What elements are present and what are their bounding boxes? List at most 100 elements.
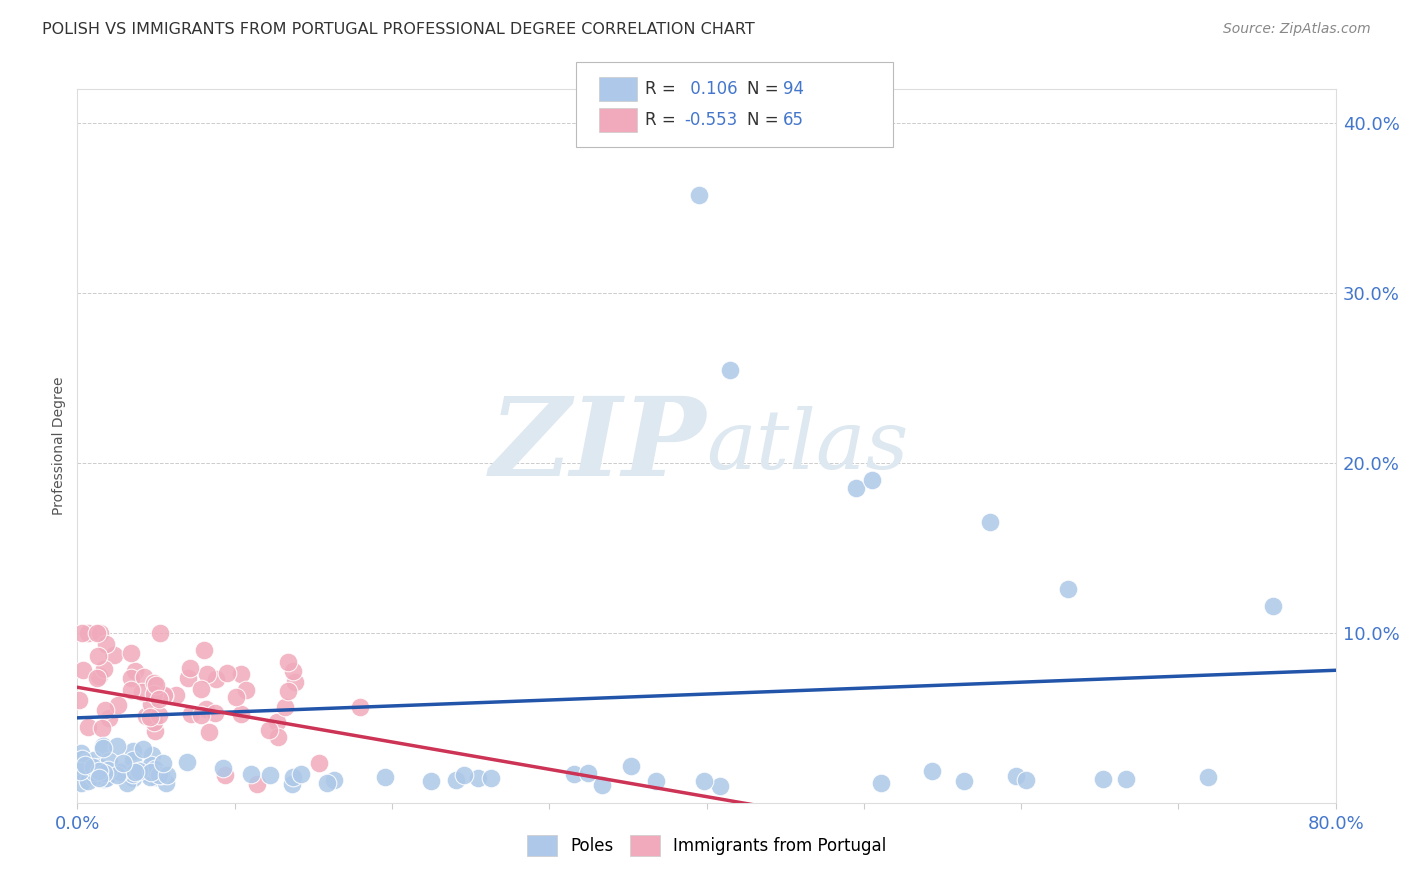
Text: R =: R = xyxy=(645,80,676,98)
Point xyxy=(453,768,475,782)
Point xyxy=(179,660,201,674)
Point xyxy=(86,671,108,685)
Text: N =: N = xyxy=(747,112,778,129)
Point xyxy=(591,778,613,792)
Point xyxy=(77,774,100,789)
Point xyxy=(205,673,228,687)
Point xyxy=(870,776,893,790)
Point xyxy=(93,765,115,780)
Point xyxy=(141,748,163,763)
Point xyxy=(90,721,112,735)
Point xyxy=(153,689,176,703)
Point xyxy=(281,770,304,784)
Point xyxy=(860,473,883,487)
Point xyxy=(952,774,974,789)
Point xyxy=(67,693,90,707)
Point xyxy=(444,773,467,788)
Point xyxy=(120,646,142,660)
Point xyxy=(225,690,247,705)
Point xyxy=(229,666,252,681)
Point xyxy=(194,702,217,716)
Point xyxy=(845,482,868,496)
Point xyxy=(83,754,105,768)
Point xyxy=(576,766,599,780)
Point xyxy=(91,740,114,755)
Point xyxy=(257,723,280,738)
Point xyxy=(105,739,128,754)
Point xyxy=(149,626,172,640)
Point xyxy=(284,674,307,689)
Point xyxy=(231,706,253,721)
Point xyxy=(315,776,337,790)
Point xyxy=(131,684,153,698)
Point xyxy=(150,768,173,782)
Point xyxy=(108,764,131,778)
Point xyxy=(139,697,162,711)
Point xyxy=(84,767,107,781)
Text: R =: R = xyxy=(645,112,676,129)
Point xyxy=(143,676,166,690)
Point xyxy=(266,715,288,730)
Point xyxy=(121,753,143,767)
Point xyxy=(374,770,396,784)
Point xyxy=(69,776,91,790)
Point xyxy=(143,723,166,738)
Point xyxy=(73,758,96,772)
Point xyxy=(235,683,257,698)
Point xyxy=(145,678,167,692)
Point xyxy=(69,746,91,760)
Point xyxy=(214,768,236,782)
Point xyxy=(1115,772,1137,786)
Point xyxy=(83,770,105,784)
Point xyxy=(76,626,98,640)
Point xyxy=(143,715,166,730)
Text: POLISH VS IMMIGRANTS FROM PORTUGAL PROFESSIONAL DEGREE CORRELATION CHART: POLISH VS IMMIGRANTS FROM PORTUGAL PROFE… xyxy=(42,22,755,37)
Point xyxy=(94,703,117,717)
Point xyxy=(177,671,200,685)
Point xyxy=(107,698,129,713)
Point xyxy=(688,187,710,202)
Text: N =: N = xyxy=(747,80,778,98)
Point xyxy=(82,760,104,774)
Point xyxy=(148,768,170,782)
Point xyxy=(72,626,94,640)
Point xyxy=(72,764,94,778)
Point xyxy=(467,771,489,785)
Point xyxy=(259,767,281,781)
Point xyxy=(212,761,235,775)
Point xyxy=(1004,769,1026,783)
Point xyxy=(124,765,146,780)
Point xyxy=(108,764,131,779)
Point xyxy=(277,655,299,669)
Point xyxy=(87,764,110,779)
Point xyxy=(180,706,202,721)
Point xyxy=(709,779,731,793)
Point xyxy=(132,742,155,756)
Point xyxy=(120,671,142,685)
Point xyxy=(112,756,135,770)
Point xyxy=(145,770,167,784)
Point xyxy=(97,710,120,724)
Point xyxy=(193,643,215,657)
Point xyxy=(111,764,134,778)
Point xyxy=(1015,772,1038,787)
Point xyxy=(1057,582,1080,596)
Point xyxy=(148,707,170,722)
Point xyxy=(1197,770,1219,784)
Point xyxy=(479,771,502,785)
Point xyxy=(93,772,115,786)
Point xyxy=(239,767,262,781)
Point xyxy=(76,755,98,769)
Text: -0.553: -0.553 xyxy=(685,112,738,129)
Point xyxy=(281,664,304,678)
Point xyxy=(141,758,163,772)
Point xyxy=(190,682,212,697)
Point xyxy=(83,770,105,784)
Point xyxy=(91,739,114,754)
Point xyxy=(120,683,142,698)
Point xyxy=(69,765,91,780)
Point xyxy=(204,706,226,720)
Point xyxy=(148,692,170,706)
Text: 65: 65 xyxy=(783,112,804,129)
Point xyxy=(72,663,94,677)
